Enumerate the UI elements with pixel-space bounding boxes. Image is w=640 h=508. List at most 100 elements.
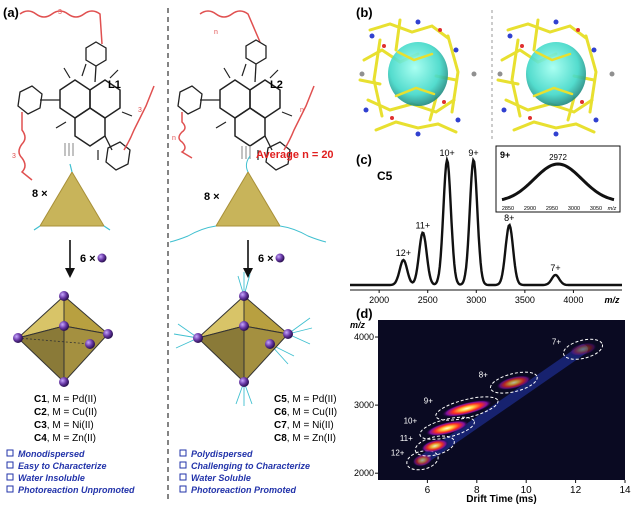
x-tick-label: 3500 bbox=[515, 295, 535, 305]
intensity-blob bbox=[412, 453, 433, 467]
inset-label: 9+ bbox=[500, 150, 510, 160]
intensity-blob bbox=[496, 375, 532, 390]
svg-text:C4, M = Zn(II): C4, M = Zn(II) bbox=[34, 433, 96, 444]
left-complex-list: C1, M = Pd(II) C2, M = Cu(II) C3, M = Ni… bbox=[34, 394, 97, 444]
right-property-list: Polydispersed Challenging to Characteriz… bbox=[179, 449, 310, 495]
peak-label: 12+ bbox=[396, 248, 411, 258]
charge-state-ellipse bbox=[562, 338, 604, 360]
property-item: Photoreaction Promoted bbox=[191, 485, 297, 495]
inset-tick-label: 3050 bbox=[590, 206, 602, 212]
ion-mobility-heatmap: 6 8 10 12 14 2000 3000 4000 Drift Time (ms) m/z 12… bbox=[350, 320, 631, 505]
chart-title: C5 bbox=[377, 169, 393, 183]
peak-label: 10+ bbox=[440, 148, 455, 158]
left-sub-n-right: 3 bbox=[138, 107, 142, 114]
charge-state-ellipse bbox=[406, 450, 439, 471]
x-axis-label: Drift Time (ms) bbox=[466, 494, 536, 505]
panel-label-c: (c) bbox=[356, 152, 372, 167]
ligand-L1-label: L1 bbox=[108, 79, 121, 91]
intensity-blob bbox=[421, 439, 449, 453]
x-tick-label: 2500 bbox=[418, 295, 438, 305]
charge-state-label: 9+ bbox=[424, 397, 433, 406]
complex-metal: , M = Zn(II) bbox=[287, 433, 336, 444]
complex-id: C3 bbox=[34, 420, 47, 431]
left-triangle-multiplier: 8 × bbox=[32, 188, 48, 200]
x-tick-label: 2000 bbox=[369, 295, 389, 305]
intensity-blob bbox=[441, 399, 493, 418]
inset-frame bbox=[495, 145, 621, 213]
right-sub-n-mid: n bbox=[172, 135, 176, 142]
complex-id: C8 bbox=[274, 433, 287, 444]
ligand-L2-structure bbox=[177, 10, 315, 171]
x-tick-label: 12 bbox=[570, 485, 582, 496]
mass-spectrum-chart: 2000 2500 3000 3500 4000 m/z C5 12+ 11+ 10+ 9+ 8+ 7+… bbox=[350, 145, 622, 305]
svg-text:C1, M = Pd(II): C1, M = Pd(II) bbox=[34, 394, 97, 405]
complex-id: C4 bbox=[34, 433, 47, 444]
complex-id: C2 bbox=[34, 407, 47, 418]
charge-state-label: 8+ bbox=[479, 371, 488, 380]
property-item: Water Insoluble bbox=[18, 473, 85, 483]
charge-state-ellipse bbox=[419, 416, 475, 440]
panel-label-a: (a) bbox=[3, 5, 19, 20]
x-tick-label: 6 bbox=[425, 485, 431, 496]
svg-text:C7, M = Ni(II): C7, M = Ni(II) bbox=[274, 420, 334, 431]
right-sub-n-top: n bbox=[214, 29, 218, 36]
panel-label-d: (d) bbox=[356, 306, 373, 321]
complex-id: C1 bbox=[34, 394, 47, 405]
complex-metal: , M = Cu(II) bbox=[287, 407, 337, 418]
intensity-blob bbox=[425, 420, 469, 437]
charge-state-ellipse bbox=[435, 396, 499, 421]
charge-state-ellipse bbox=[489, 371, 538, 394]
left-metal-multiplier: 6 × bbox=[80, 253, 96, 265]
peak-label: 7+ bbox=[550, 263, 560, 273]
crystal-structure-right bbox=[496, 18, 615, 137]
charge-state-label: 11+ bbox=[400, 434, 413, 443]
x-tick-label: 14 bbox=[619, 485, 631, 496]
svg-text:C3, M = Ni(II): C3, M = Ni(II) bbox=[34, 420, 94, 431]
property-item: Easy to Characterize bbox=[18, 461, 107, 471]
property-item: Photoreaction Unpromoted bbox=[18, 485, 135, 495]
complex-id: C6 bbox=[274, 407, 287, 418]
x-tick-label: 3000 bbox=[466, 295, 486, 305]
peak-label: 11+ bbox=[416, 221, 431, 231]
complex-metal: , M = Pd(II) bbox=[287, 394, 337, 405]
peak-label: 8+ bbox=[504, 213, 514, 223]
left-octahedron bbox=[13, 291, 113, 387]
property-item: Monodispersed bbox=[18, 449, 85, 459]
complex-metal: , M = Ni(II) bbox=[47, 420, 94, 431]
svg-text:C6, M = Cu(II): C6, M = Cu(II) bbox=[274, 407, 337, 418]
y-tick-label: 3000 bbox=[354, 400, 374, 410]
left-sub-n-top: 3 bbox=[58, 9, 62, 16]
inset-x-label: m/z bbox=[608, 206, 617, 212]
left-property-list: Monodispersed Easy to Characterize Water… bbox=[6, 449, 135, 495]
peak-label: 9+ bbox=[468, 148, 478, 158]
y-axis-label: m/z bbox=[350, 320, 366, 330]
inset-tick-label: 3000 bbox=[568, 206, 580, 212]
complex-metal: , M = Cu(II) bbox=[47, 407, 97, 418]
complex-metal: , M = Zn(II) bbox=[47, 433, 96, 444]
charge-state-ellipse bbox=[414, 435, 455, 457]
ligand-L1-structure bbox=[17, 10, 155, 181]
crystal-structure-left bbox=[358, 18, 477, 137]
right-triangle-chains bbox=[169, 155, 327, 243]
x-tick-label: 10 bbox=[521, 485, 533, 496]
right-triangle-panel bbox=[215, 171, 281, 227]
x-axis-label: m/z bbox=[604, 295, 620, 305]
right-complex-list: C5, M = Pd(II) C6, M = Cu(II) C7, M = Ni… bbox=[274, 394, 337, 444]
complex-id: C7 bbox=[274, 420, 287, 431]
svg-text:C8, M = Zn(II): C8, M = Zn(II) bbox=[274, 433, 336, 444]
inset-isotope-envelope bbox=[501, 162, 615, 202]
right-metal-icon bbox=[275, 253, 285, 263]
property-item: Challenging to Characterize bbox=[191, 461, 310, 471]
charge-state-label: 12+ bbox=[391, 448, 405, 457]
inset-tick-label: 2850 bbox=[502, 206, 514, 212]
x-tick-label: 8 bbox=[474, 485, 480, 496]
inset-tick-label: 2900 bbox=[524, 206, 536, 212]
inset-tick-label: 2950 bbox=[546, 206, 558, 212]
charge-state-label: 10+ bbox=[404, 416, 418, 425]
right-octahedron bbox=[173, 272, 313, 406]
svg-text:C5, M = Pd(II): C5, M = Pd(II) bbox=[274, 394, 337, 405]
svg-text:C2, M = Cu(II): C2, M = Cu(II) bbox=[34, 407, 97, 418]
property-item: Polydispersed bbox=[191, 449, 253, 459]
left-triangle-panel bbox=[39, 171, 105, 227]
